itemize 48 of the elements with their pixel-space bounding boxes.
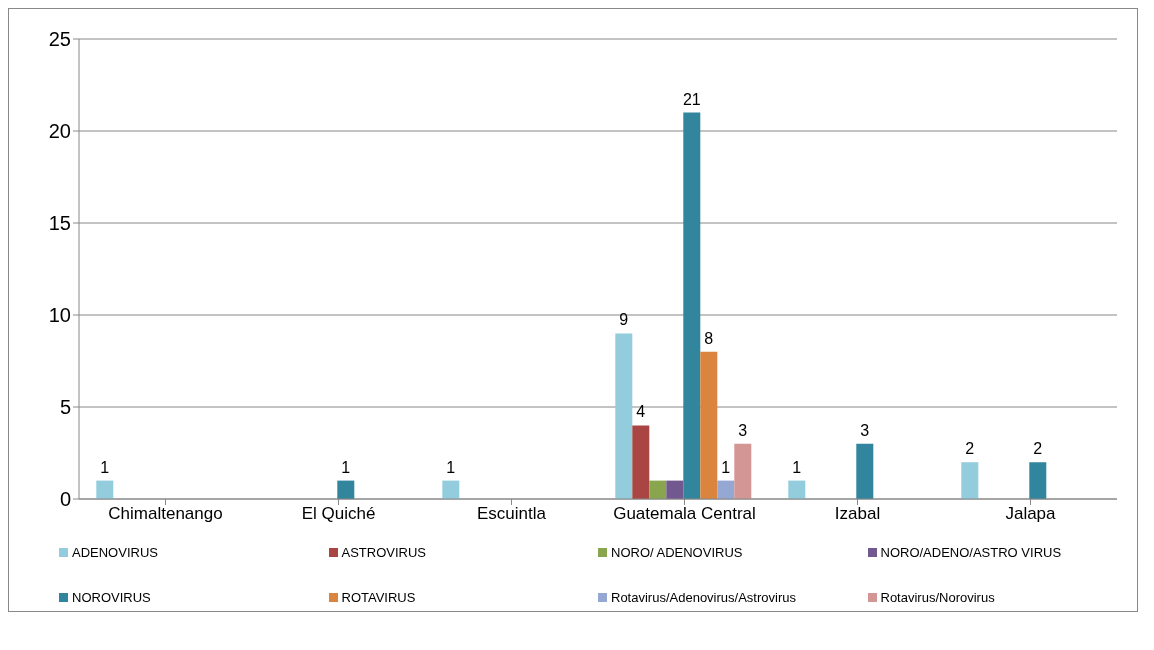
data-label: 3 — [738, 421, 748, 439]
bar — [666, 480, 684, 499]
x-tick-label: Chimaltenango — [108, 504, 223, 524]
y-tick-label: 5 — [59, 396, 71, 419]
legend-label: Rotavirus/Norovirus — [880, 590, 995, 605]
bar — [337, 480, 355, 499]
legend-label: NORO/ADENO/ASTRO VIRUS — [880, 545, 1062, 560]
bar — [700, 351, 718, 499]
data-label: 4 — [636, 403, 646, 421]
bar — [856, 443, 874, 499]
legend-label: ASTROVIRUS — [341, 545, 427, 560]
data-label: 21 — [682, 90, 701, 108]
y-tick-label: 10 — [48, 304, 71, 327]
legend-label: NORO/ ADENOVIRUS — [611, 545, 743, 560]
data-label: 1 — [446, 458, 456, 476]
data-label: 8 — [704, 329, 714, 347]
legend-label: NOROVIRUS — [72, 590, 151, 605]
data-label: 3 — [860, 421, 870, 439]
y-tick-label: 0 — [59, 488, 71, 511]
bar — [1029, 462, 1047, 499]
bar — [615, 333, 633, 499]
bar — [961, 462, 979, 499]
y-tick-label: 15 — [48, 212, 71, 235]
data-label: 1 — [792, 458, 802, 476]
x-tick-label: Escuintla — [477, 504, 547, 524]
x-tick-label: El Quiché — [301, 504, 376, 524]
legend-label: ADENOVIRUS — [72, 545, 158, 560]
y-tick-label: 25 — [48, 28, 71, 51]
legend-label: Rotavirus/Adenovirus/Astrovirus — [611, 590, 796, 605]
x-tick-label: Jalapa — [1005, 504, 1057, 524]
data-label: 1 — [100, 458, 110, 476]
x-tick-label: Guatemala Central — [613, 504, 756, 524]
bar — [683, 112, 701, 499]
bar — [788, 480, 806, 499]
data-label: 2 — [1033, 440, 1043, 458]
bar — [96, 480, 114, 499]
data-label: 1 — [341, 458, 351, 476]
bar — [632, 425, 650, 499]
data-label: 1 — [721, 458, 731, 476]
x-tick-label: Izabal — [834, 504, 881, 524]
bar — [442, 480, 460, 499]
data-label: 9 — [619, 311, 629, 329]
y-tick-label: 20 — [48, 120, 71, 143]
bar — [717, 480, 735, 499]
bar — [734, 443, 752, 499]
data-label: 2 — [965, 440, 975, 458]
bar — [649, 480, 667, 499]
legend-label: ROTAVIRUS — [341, 590, 416, 605]
